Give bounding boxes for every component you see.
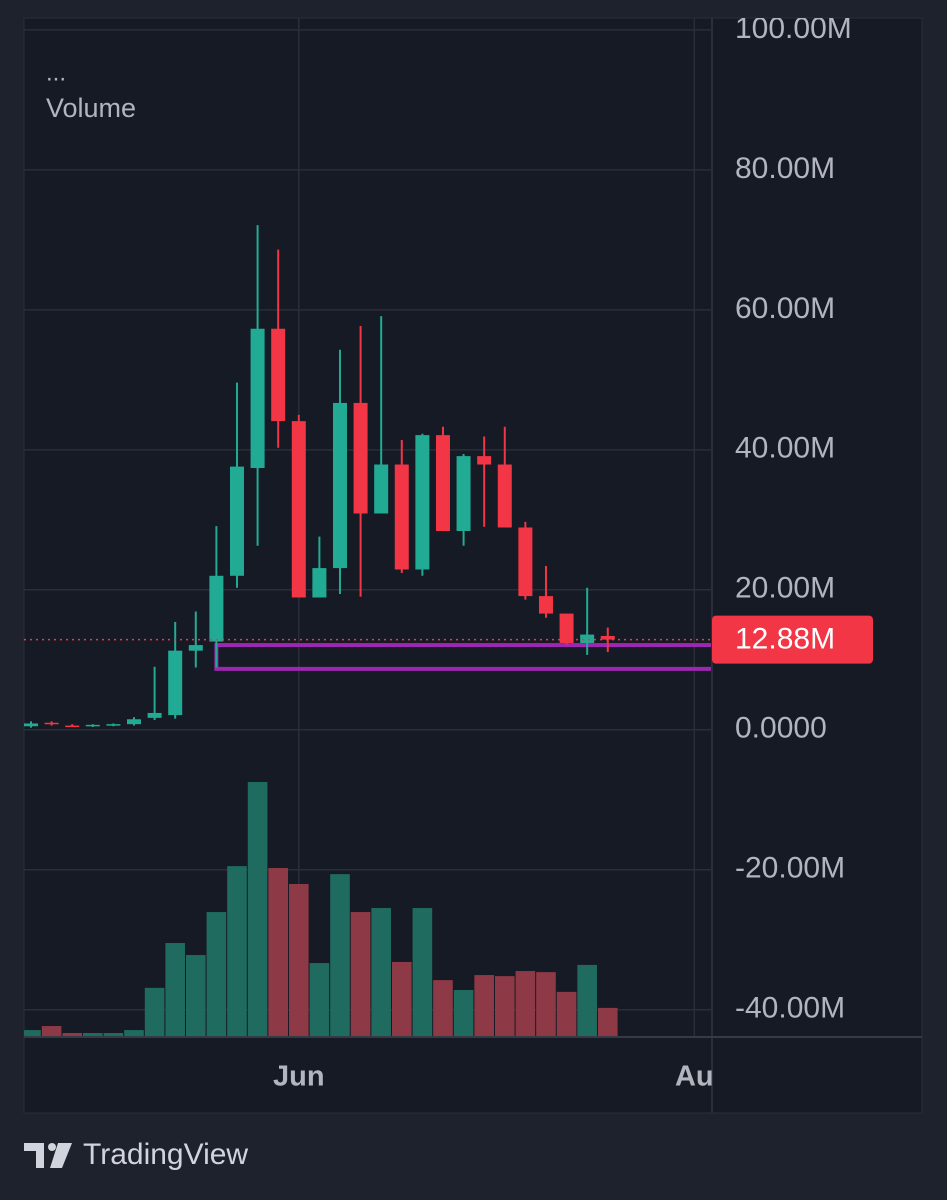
volume-bar	[24, 1030, 41, 1037]
volume-bar	[412, 908, 433, 1037]
candle-body	[65, 725, 80, 728]
y-tick-label: -20.00M	[735, 852, 845, 885]
brand-logo	[24, 1143, 72, 1168]
candle-body	[168, 650, 183, 716]
candle-body	[415, 435, 430, 570]
y-tick-label: 20.00M	[735, 572, 835, 605]
candle-body	[126, 719, 142, 725]
volume-bar	[185, 955, 206, 1037]
candle-body	[580, 634, 595, 643]
menu[interactable]: ...	[46, 59, 66, 86]
volume-bar	[494, 976, 515, 1037]
volume-bar	[103, 1032, 124, 1037]
candle-body	[600, 635, 615, 640]
axis-layer: 100.00M 80.00M 60.00M 40.00M 20.00M 0.0000 -20…	[735, 12, 852, 1025]
candle-body	[332, 402, 347, 569]
candle-body	[188, 645, 203, 651]
volume-bar	[474, 975, 494, 1037]
volume-layer	[24, 782, 618, 1037]
volume-bar	[83, 1032, 103, 1037]
last-price-label: 12.88M	[735, 623, 835, 656]
volume-bar	[41, 1026, 62, 1037]
candle-body	[271, 328, 286, 422]
candle-body	[456, 456, 471, 531]
volume-bar	[577, 964, 597, 1037]
candle-body	[209, 575, 224, 642]
candle-body	[559, 613, 574, 643]
volume-bar	[371, 908, 391, 1037]
last-price-tag	[712, 615, 873, 664]
candle-body	[106, 724, 121, 726]
candle-body	[250, 328, 265, 469]
candle-body	[538, 596, 553, 614]
y-tick-label: 80.00M	[735, 152, 835, 185]
volume-bar	[391, 961, 412, 1037]
volume-bar	[206, 912, 227, 1037]
x-tick-label: Jun	[273, 1061, 325, 1093]
y-tick-label: -40.00M	[735, 992, 845, 1025]
volume-bar	[165, 943, 185, 1037]
candle-body	[229, 466, 244, 576]
candle-body	[44, 722, 59, 725]
volume-bar	[536, 972, 556, 1037]
volume-bar	[433, 980, 453, 1037]
y-tick-label: 60.00M	[735, 292, 835, 325]
y-tick-label: 0.0000	[735, 712, 827, 745]
volume-bar	[227, 866, 247, 1037]
candle-body	[85, 724, 100, 727]
candle-body	[435, 435, 450, 531]
candle-body	[291, 421, 306, 598]
volume-bar	[268, 867, 288, 1037]
volume-bar	[144, 987, 165, 1037]
volume-bar	[288, 884, 309, 1037]
candle-body	[497, 464, 512, 528]
candle-body	[374, 464, 389, 514]
volume-bar	[247, 782, 268, 1037]
volume-bar	[453, 990, 474, 1037]
volume-title: Volume	[46, 93, 136, 123]
volume-bar	[597, 1007, 618, 1037]
candle-body	[353, 402, 368, 514]
candle-body	[24, 723, 39, 727]
volume-bar	[350, 912, 371, 1037]
y-tick-label: 100.00M	[735, 12, 852, 45]
chart-panel	[23, 17, 923, 1114]
volume-bar	[309, 963, 330, 1037]
x-tick-label: Au	[675, 1061, 714, 1093]
candle-body	[518, 527, 533, 597]
y-tick-label: 40.00M	[735, 432, 835, 465]
volume-bar	[515, 971, 536, 1037]
volume-bar	[124, 1030, 144, 1037]
candle-body	[394, 464, 409, 570]
candle-layer	[24, 225, 712, 728]
volume-bar	[556, 991, 577, 1037]
volume-bar	[330, 874, 350, 1037]
volume-bar	[62, 1032, 83, 1037]
grid-layer	[24, 18, 712, 1037]
candle-body	[312, 568, 327, 598]
candle-body	[147, 712, 162, 718]
brand-name: TradingView	[83, 1138, 248, 1171]
candle-body	[477, 456, 492, 465]
